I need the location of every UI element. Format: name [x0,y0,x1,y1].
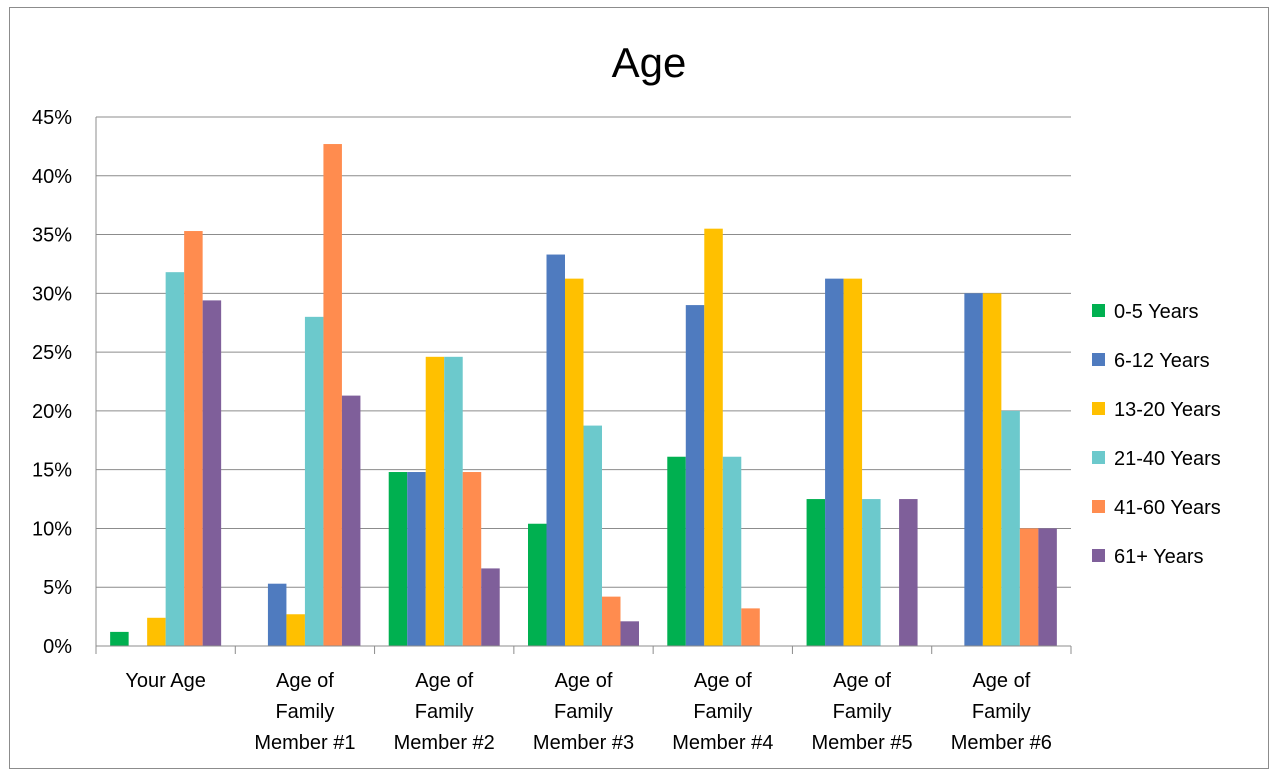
bar [1019,528,1039,646]
bar [323,144,342,646]
bar [806,499,826,646]
y-tick-label: 20% [32,401,72,423]
legend: 0-5 Years 6-12 Years 13-20 Years 21-40 Year… [1092,301,1221,568]
bar [165,272,185,646]
bar [843,278,863,646]
bar [667,456,686,646]
bar [1038,528,1057,646]
bar [862,499,881,646]
legend-swatch [1092,500,1105,513]
bar [964,293,983,646]
legend-swatch [1092,402,1105,415]
bar [184,231,203,647]
legend-swatch [1092,353,1105,366]
bar [741,608,760,646]
bar [462,472,482,646]
bar [899,499,918,646]
bar [528,523,547,646]
y-tick-label: 15% [32,460,72,482]
bar [110,631,129,646]
bar [620,621,639,646]
x-tick-label: Age of Family Member #6 [951,670,1052,754]
y-tick-label: 10% [32,518,72,540]
x-tick-label: Age of Family Member #4 [672,670,773,754]
y-axis: 0% 5% 10% 15% 20% 25% 30% 35% 40% 45% [32,107,97,658]
bar [444,356,463,646]
x-axis: Your Age Age of Family Member #1 Age of Famil… [95,645,1072,754]
legend-label: 13-20 Years [1114,399,1221,421]
y-tick-label: 45% [32,107,72,129]
bar [341,395,361,646]
y-tick-label: 0% [43,636,72,658]
y-tick-label: 25% [32,342,72,364]
bar [267,583,287,646]
bar [602,596,621,646]
bar [704,228,723,646]
bars [110,144,1057,647]
bar [685,305,705,646]
legend-label: 0-5 Years [1114,301,1199,323]
bar [825,278,844,646]
bar [722,456,742,646]
legend-label: 41-60 Years [1114,497,1221,519]
legend-label: 6-12 Years [1114,350,1210,372]
x-tick-label: Your Age [125,670,205,692]
bar [425,356,445,646]
bar [481,568,500,646]
bar [1001,410,1020,646]
legend-label: 61+ Years [1114,546,1204,568]
legend-swatch [1092,451,1105,464]
bar [583,425,602,646]
chart-frame [9,7,1269,769]
chart-title: Age [612,39,687,86]
x-tick-label: Age of Family Member #1 [254,670,355,754]
y-tick-label: 30% [32,283,72,305]
x-tick-label: Age of Family Member #5 [811,670,912,754]
bar [147,617,166,646]
x-tick-label: Age of Family Member #3 [533,670,634,754]
legend-swatch [1092,549,1105,562]
bar [286,614,305,646]
bar [304,316,324,646]
bar [565,278,584,646]
bar [982,293,1002,646]
x-tick-label: Age of Family Member #2 [394,670,495,754]
legend-swatch [1092,304,1105,317]
y-tick-label: 5% [43,577,72,599]
bar [202,300,222,646]
bar [546,254,565,647]
legend-label: 21-40 Years [1114,448,1221,470]
y-tick-label: 35% [32,225,72,247]
y-tick-label: 40% [32,166,72,188]
bar [407,472,426,646]
bar [388,472,408,646]
